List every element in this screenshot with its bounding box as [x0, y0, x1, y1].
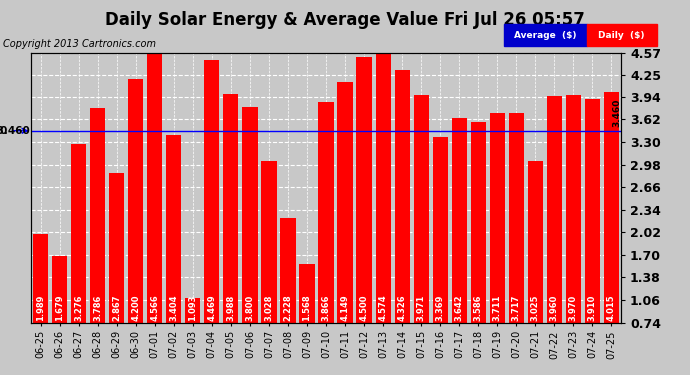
Text: 3.369: 3.369 [435, 295, 445, 321]
Text: 3.988: 3.988 [226, 295, 235, 321]
Text: 3.025: 3.025 [531, 295, 540, 321]
Bar [357, 57, 372, 375]
Text: 4.326: 4.326 [397, 294, 406, 321]
Text: 3.404: 3.404 [169, 295, 178, 321]
Bar [299, 264, 315, 375]
Bar [604, 92, 619, 375]
Text: 3.970: 3.970 [569, 295, 578, 321]
Bar [147, 53, 162, 375]
Text: 3.717: 3.717 [512, 295, 521, 321]
Bar [585, 99, 600, 375]
Text: 3.800: 3.800 [246, 295, 255, 321]
Bar [90, 108, 106, 375]
Bar [528, 161, 543, 375]
Text: 1.679: 1.679 [55, 295, 64, 321]
Bar [204, 60, 219, 375]
Text: 4.500: 4.500 [359, 295, 368, 321]
Text: 4.566: 4.566 [150, 294, 159, 321]
Text: 1.568: 1.568 [302, 294, 311, 321]
Bar [33, 234, 48, 375]
Bar [433, 137, 448, 375]
Text: 4.574: 4.574 [379, 294, 388, 321]
Bar [395, 70, 410, 375]
Text: Daily Solar Energy & Average Value Fri Jul 26 05:57: Daily Solar Energy & Average Value Fri J… [105, 11, 585, 29]
Bar [509, 112, 524, 375]
Bar [546, 96, 562, 375]
Text: 1.093: 1.093 [188, 295, 197, 321]
Bar [471, 122, 486, 375]
Bar [109, 172, 124, 375]
Bar [337, 82, 353, 375]
Text: 3.971: 3.971 [417, 295, 426, 321]
Text: 2.228: 2.228 [284, 294, 293, 321]
Text: 3.460: 3.460 [0, 126, 30, 136]
Bar [185, 298, 200, 375]
Bar [318, 102, 334, 375]
Bar [490, 113, 505, 375]
Bar [224, 93, 239, 375]
Bar [280, 217, 295, 375]
Text: Average  ($): Average ($) [514, 31, 576, 40]
Text: 4.200: 4.200 [131, 295, 140, 321]
Text: 4.015: 4.015 [607, 294, 616, 321]
Text: 3.910: 3.910 [588, 295, 597, 321]
Bar [375, 52, 391, 375]
Text: 4.149: 4.149 [341, 294, 350, 321]
Text: 3.028: 3.028 [264, 295, 273, 321]
Bar [71, 144, 86, 375]
Text: 4.469: 4.469 [207, 294, 217, 321]
Text: 3.276: 3.276 [74, 295, 83, 321]
Text: 3.786: 3.786 [93, 295, 102, 321]
Text: Copyright 2013 Cartronics.com: Copyright 2013 Cartronics.com [3, 39, 157, 50]
Text: 1.989: 1.989 [36, 295, 45, 321]
Bar [242, 107, 257, 375]
Bar [566, 95, 581, 375]
Text: 3.642: 3.642 [455, 294, 464, 321]
Bar [413, 95, 428, 375]
Bar [52, 256, 67, 375]
Bar [262, 161, 277, 375]
Bar [128, 79, 144, 375]
Text: 3.711: 3.711 [493, 295, 502, 321]
Text: Daily  ($): Daily ($) [598, 31, 645, 40]
Bar [166, 135, 181, 375]
Text: 3.460: 3.460 [612, 99, 621, 127]
Text: 3.960: 3.960 [550, 295, 559, 321]
Text: 3.866: 3.866 [322, 295, 331, 321]
Bar [452, 118, 467, 375]
Text: 2.867: 2.867 [112, 295, 121, 321]
Text: 3.460: 3.460 [0, 126, 27, 136]
Text: 3.586: 3.586 [474, 295, 483, 321]
